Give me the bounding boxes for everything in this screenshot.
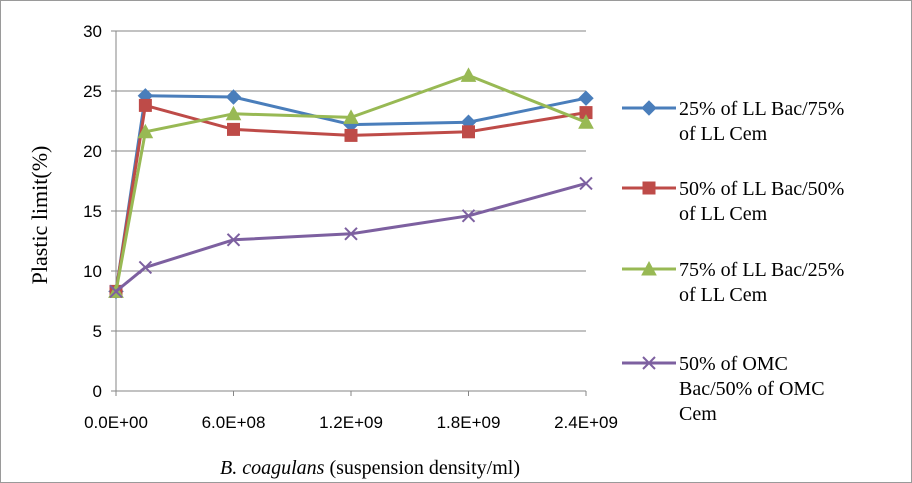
series-4-point bbox=[461, 209, 476, 223]
legend-label: 25% of LL Bac/75% bbox=[679, 98, 844, 120]
legend-entry-2: 50% of LL Bac/50% of LL Cem bbox=[622, 178, 844, 225]
x-axis-label-rest: (suspension density/ml) bbox=[324, 457, 520, 479]
legend-swatch-marker bbox=[642, 181, 656, 195]
legend-label: Bac/50% of OMC bbox=[679, 378, 825, 400]
legend-entry-4: 50% of OMC Bac/50% of OMC Cem bbox=[622, 353, 825, 425]
legend-swatch-marker bbox=[641, 100, 657, 116]
series-3-point bbox=[578, 114, 594, 129]
x-tick-label: 6.0E+08 bbox=[202, 413, 266, 432]
x-tick-label: 1.8E+09 bbox=[437, 413, 501, 432]
legend-label: of LL Cem bbox=[679, 284, 768, 306]
series-4-point bbox=[579, 176, 593, 191]
y-tick-label: 25 bbox=[83, 82, 102, 101]
x-tick-label: 1.2E+09 bbox=[319, 413, 383, 432]
series-2 bbox=[109, 98, 593, 298]
series-3-point bbox=[137, 123, 154, 139]
series-2-point bbox=[344, 128, 358, 142]
legend-label: of LL Cem bbox=[679, 203, 768, 225]
y-tick-label: 15 bbox=[83, 202, 102, 221]
series-layer bbox=[108, 67, 594, 300]
series-3-point bbox=[460, 67, 477, 82]
series-3-line bbox=[114, 73, 587, 292]
legend-label: 50% of LL Bac/50% bbox=[679, 178, 844, 200]
series-4-point bbox=[226, 233, 241, 247]
y-axis-label: Plastic limit(%) bbox=[27, 146, 52, 285]
y-tick-label: 10 bbox=[83, 262, 102, 281]
x-tick-labels: 0.0E+00 6.0E+08 1.2E+09 1.8E+09 2.4E+09 bbox=[84, 413, 618, 432]
legend-entry-3: 75% of LL Bac/25% of LL Cem bbox=[622, 259, 844, 306]
y-tick-label: 5 bbox=[93, 322, 102, 341]
series-3-point bbox=[225, 105, 242, 121]
legend-label: 50% of OMC bbox=[679, 353, 788, 375]
gridlines bbox=[116, 30, 586, 332]
legend-entry-1: 25% of LL Bac/75% of LL Cem bbox=[622, 98, 844, 145]
series-4-line bbox=[115, 181, 587, 293]
series-1-point bbox=[578, 90, 594, 106]
legend-label: of LL Cem bbox=[679, 123, 768, 145]
series-4-point bbox=[344, 227, 358, 241]
series-3 bbox=[108, 67, 594, 298]
legend-swatch-marker bbox=[641, 260, 657, 276]
x-axis-label: B. coagulans (suspension density/ml) bbox=[220, 457, 520, 479]
series-4-point bbox=[138, 260, 153, 275]
legend-label: Cem bbox=[679, 403, 717, 425]
series-1-point bbox=[225, 89, 242, 105]
series-4-point bbox=[109, 284, 123, 299]
y-tick-label: 0 bbox=[93, 382, 102, 401]
series-2-point bbox=[138, 98, 152, 112]
legend-label: 75% of LL Bac/25% bbox=[679, 259, 844, 281]
series-2-point bbox=[462, 125, 475, 139]
x-axis-label-italic: B. coagulans bbox=[220, 457, 325, 479]
series-3-point bbox=[343, 109, 359, 124]
y-tick-labels: 0 5 10 15 20 25 30 bbox=[83, 22, 102, 401]
y-tick-label: 30 bbox=[83, 22, 102, 41]
y-tick-label: 20 bbox=[83, 142, 102, 161]
x-tick-label: 2.4E+09 bbox=[554, 413, 618, 432]
axes bbox=[111, 30, 587, 396]
series-2-point bbox=[227, 122, 240, 136]
x-tick-label: 0.0E+00 bbox=[84, 413, 148, 432]
legend-swatch-marker bbox=[642, 356, 656, 370]
series-4 bbox=[109, 176, 593, 299]
